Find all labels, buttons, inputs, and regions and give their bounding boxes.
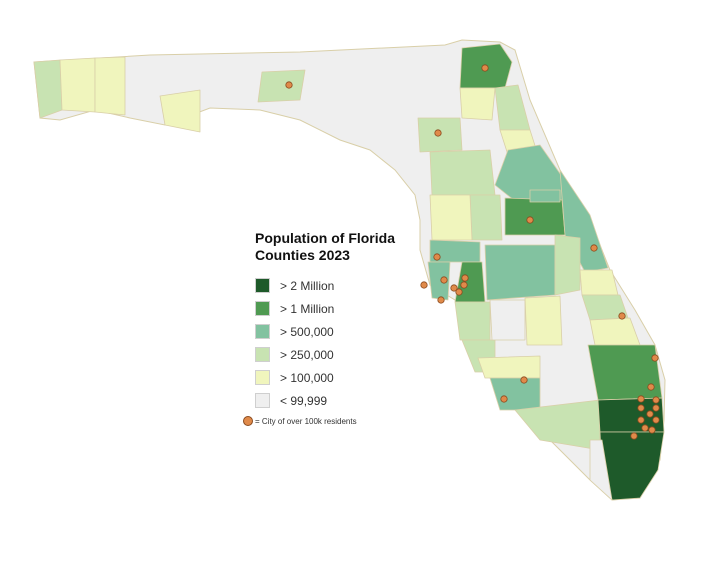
- city-dot: [520, 376, 528, 384]
- city-dot-icon: [243, 416, 253, 426]
- county-okaloosa: [94, 56, 126, 116]
- city-dot: [450, 284, 458, 292]
- city-dot: [651, 354, 659, 362]
- city-dot: [590, 244, 598, 252]
- city-dot: [437, 296, 445, 304]
- county-monroe: [589, 439, 613, 501]
- city-dot: [652, 404, 660, 412]
- city-note-text: = City of over 100k residents: [255, 416, 357, 426]
- legend-swatch: [255, 324, 270, 339]
- city-dot: [646, 410, 654, 418]
- county-pinellas: [427, 261, 451, 301]
- city-dot: [618, 312, 626, 320]
- county-leon: [257, 69, 306, 103]
- city-dot: [461, 274, 469, 282]
- county-sumter: [429, 194, 473, 241]
- city-dot: [647, 383, 655, 391]
- city-dot: [440, 276, 448, 284]
- city-dot: [526, 216, 534, 224]
- legend-item-over-1-million: > 1 Million: [255, 301, 455, 316]
- legend-label: > 2 Million: [280, 278, 335, 293]
- city-dot: [420, 281, 428, 289]
- map-legend: Population of Florida Counties 2023 > 2 …: [243, 230, 455, 426]
- legend-label: > 250,000: [280, 347, 334, 362]
- city-dot: [500, 395, 508, 403]
- city-dot: [637, 395, 645, 403]
- legend-item-over-100k: > 100,000: [255, 370, 455, 385]
- city-dot: [455, 288, 463, 296]
- legend-swatch: [255, 278, 270, 293]
- city-dot: [652, 416, 660, 424]
- city-dot: [481, 64, 489, 72]
- legend-swatch: [255, 347, 270, 362]
- legend-item-over-2-million: > 2 Million: [255, 278, 455, 293]
- city-dot: [648, 426, 656, 434]
- city-dot: [630, 432, 638, 440]
- legend-items: > 2 Million > 1 Million > 500,000 > 250,…: [255, 278, 455, 408]
- legend-label: > 500,000: [280, 324, 334, 339]
- legend-label: > 1 Million: [280, 301, 335, 316]
- county-highlands: [524, 295, 563, 346]
- county-bay: [159, 89, 201, 133]
- legend-swatch: [255, 393, 270, 408]
- legend-item-over-500k: > 500,000: [255, 324, 455, 339]
- city-dot: [641, 424, 649, 432]
- legend-item-over-250k: > 250,000: [255, 347, 455, 362]
- city-legend-note: = City of over 100k residents: [243, 416, 455, 426]
- county-hardee: [489, 299, 526, 341]
- city-dot: [652, 396, 660, 404]
- county-clay: [459, 87, 496, 121]
- legend-title: Population of Florida Counties 2023: [255, 230, 395, 263]
- city-dot: [285, 81, 293, 89]
- city-dot: [637, 404, 645, 412]
- legend-label: < 99,999: [280, 393, 328, 408]
- city-dot: [434, 129, 442, 137]
- legend-swatch: [255, 301, 270, 316]
- legend-item-under-100k: < 99,999: [255, 393, 455, 408]
- county-seminole: [529, 189, 561, 203]
- city-dot: [433, 253, 441, 261]
- legend-swatch: [255, 370, 270, 385]
- city-dot: [637, 416, 645, 424]
- county-osceola: [554, 234, 581, 296]
- legend-label: > 100,000: [280, 370, 334, 385]
- city-dot: [460, 281, 468, 289]
